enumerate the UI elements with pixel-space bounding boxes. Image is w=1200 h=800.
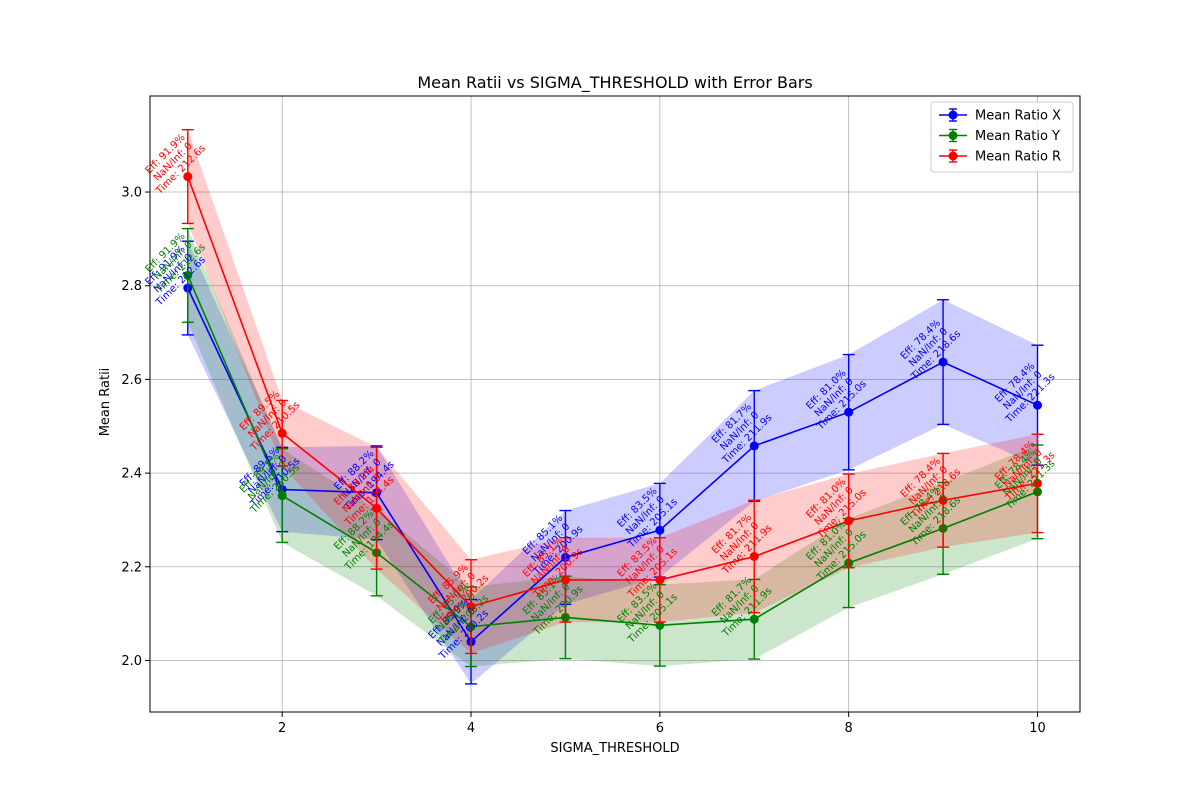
legend-marker [948,110,958,120]
legend-marker [948,151,958,161]
series-line-2 [187,275,1038,628]
data-point [844,407,854,417]
data-point [183,172,193,182]
x-axis-title: SIGMA_THRESHOLD [550,741,679,756]
data-point [655,525,665,535]
axes-frame [149,95,1081,713]
legend-label-series-2: Mean Ratio Y [975,129,1060,144]
data-point [560,575,570,585]
data-point [277,428,287,438]
x-tick-label: 8 [845,721,853,736]
error-band-series-1 [187,241,1038,684]
chart-title: Mean Ratii vs SIGMA_THRESHOLD with Error… [417,73,812,93]
y-tick-label: 2.4 [121,467,142,482]
data-point [938,357,948,367]
data-point [183,270,193,280]
legend-label-series-1: Mean Ratio X [975,109,1061,124]
y-axis-title: Mean Ratii [98,368,113,437]
data-point [749,614,759,624]
x-tick-label: 2 [278,721,286,736]
y-tick-label: 2.8 [121,279,142,294]
x-tick-label: 10 [1029,721,1046,736]
y-tick-label: 2.2 [121,560,142,575]
data-point [655,575,665,585]
legend-label-series-3: Mean Ratio R [975,150,1061,165]
data-point [1033,400,1043,410]
data-point [749,441,759,451]
data-point [1033,478,1043,488]
y-tick-label: 2.0 [121,654,142,669]
y-tick-label: 2.6 [121,373,142,388]
data-point [466,602,476,612]
x-tick-label: 4 [467,721,475,736]
data-point [749,551,759,561]
data-point [844,516,854,526]
legend-marker [948,131,958,140]
data-point [655,620,665,630]
series-line-1 [187,287,1038,643]
data-point [277,491,287,501]
data-point [938,495,948,505]
series-line-3 [187,176,1038,608]
error-band-series-2 [187,228,1038,667]
data-point [372,503,382,513]
error-band-series-3 [187,129,1038,654]
legend-box [930,101,1074,173]
x-tick-label: 6 [656,721,664,736]
y-tick-label: 3.0 [121,186,142,201]
